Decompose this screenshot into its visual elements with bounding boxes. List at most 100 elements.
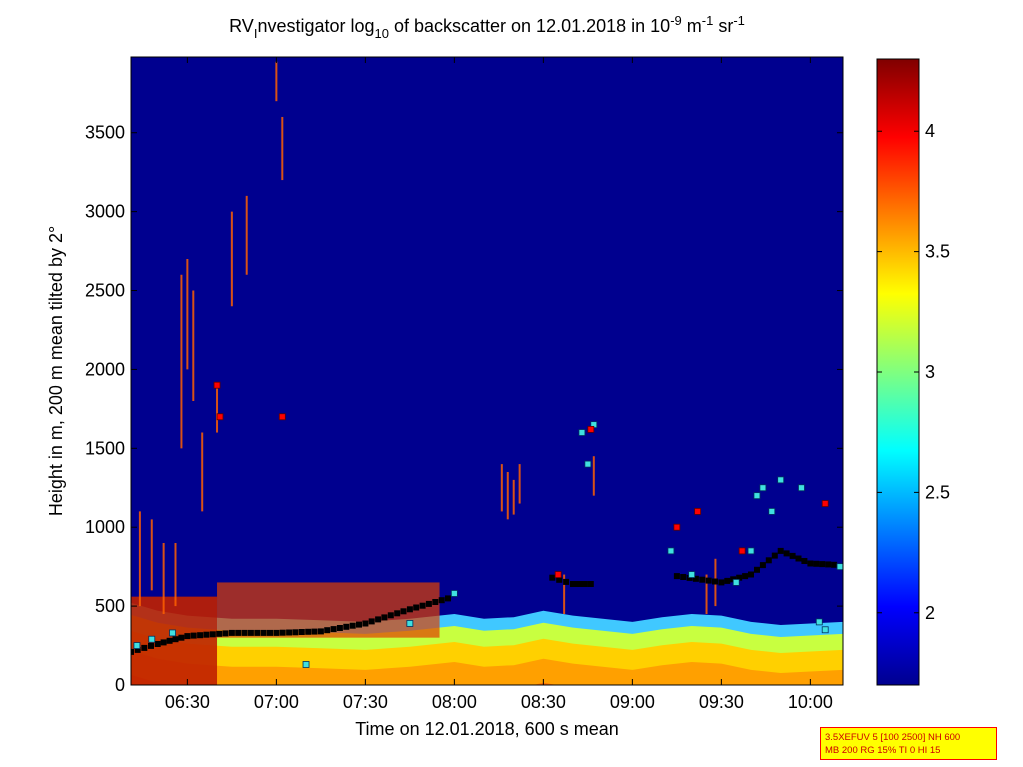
cloud-base-point bbox=[336, 625, 343, 631]
red-marker bbox=[738, 547, 746, 555]
cloud-base-point bbox=[432, 599, 439, 605]
cloud-base-point bbox=[362, 620, 369, 627]
x-tick-label: 06:30 bbox=[165, 692, 210, 712]
cyan-marker bbox=[815, 618, 823, 626]
cloud-base-point bbox=[556, 576, 563, 583]
cyan-marker bbox=[148, 635, 156, 643]
cyan-marker bbox=[578, 429, 586, 436]
red-marker bbox=[278, 413, 286, 421]
cloud-base-point bbox=[247, 629, 254, 636]
cloud-base-point bbox=[368, 618, 375, 625]
cloud-base-point bbox=[222, 630, 229, 637]
red-marker bbox=[554, 571, 562, 578]
cyan-marker bbox=[406, 620, 414, 627]
cloud-base-point bbox=[166, 637, 173, 644]
y-tick-label: 0 bbox=[115, 675, 125, 695]
cloud-base-point bbox=[254, 629, 261, 636]
cloud-base-point bbox=[692, 575, 699, 582]
cloud-base-point bbox=[305, 628, 312, 635]
cyan-marker bbox=[821, 626, 829, 634]
cloud-base-point bbox=[549, 574, 556, 581]
cloud-base-point bbox=[260, 629, 267, 636]
cyan-marker bbox=[302, 661, 310, 668]
cyan-marker bbox=[169, 629, 176, 637]
red-marker bbox=[213, 381, 221, 389]
boundary-layer-band bbox=[131, 650, 843, 685]
cloud-base-point bbox=[777, 547, 784, 554]
cloud-base-markers bbox=[131, 547, 838, 655]
y-axis-label: Height in m, 200 m mean tilted by 2° bbox=[46, 226, 66, 516]
cloud-base-point bbox=[375, 616, 382, 623]
colorbar-tick-label: 4 bbox=[925, 121, 935, 141]
cloud-base-point bbox=[160, 639, 167, 646]
cyan-marker bbox=[836, 563, 843, 571]
red-markers bbox=[213, 381, 829, 578]
cloud-base-point bbox=[736, 574, 743, 581]
cloud-base-point bbox=[330, 626, 337, 633]
info-line-1: 3.5XEFUV 5 [100 2500] NH 600 bbox=[825, 732, 961, 743]
cloud-base-point bbox=[184, 633, 191, 640]
plot-frame bbox=[130, 56, 844, 686]
cyan-marker bbox=[688, 571, 696, 578]
cloud-base-point bbox=[190, 632, 197, 639]
cyan-marker bbox=[747, 547, 755, 555]
x-tick-label: 09:30 bbox=[699, 692, 744, 712]
cloud-base-point bbox=[438, 597, 445, 604]
colorbar-gradient bbox=[876, 58, 920, 686]
cloud-base-point bbox=[148, 642, 154, 649]
cloud-base-point bbox=[298, 629, 305, 635]
cyan-marker bbox=[584, 460, 592, 468]
cloud-base-point bbox=[228, 629, 235, 636]
cloud-base-point bbox=[209, 631, 216, 638]
cloud-base-point bbox=[813, 560, 820, 567]
cloud-base-point bbox=[724, 577, 731, 584]
cloud-base-point bbox=[413, 604, 420, 611]
cloud-base-point bbox=[235, 629, 242, 636]
red-marker bbox=[673, 523, 681, 531]
y-axis-ticks: 0 500 1000 1500 2000 2500 3000 3500 bbox=[85, 123, 843, 695]
cloud-base-point bbox=[754, 566, 760, 573]
cloud-base-point bbox=[419, 602, 426, 609]
cloud-base-point bbox=[570, 581, 576, 587]
cyan-marker bbox=[667, 547, 675, 555]
x-tick-label: 07:30 bbox=[343, 692, 388, 712]
cloud-base-point bbox=[789, 552, 796, 559]
cloud-base-point bbox=[587, 581, 594, 587]
chart-title: RVInvestigator log10 of backscatter on 1… bbox=[229, 13, 745, 41]
cyan-marker bbox=[798, 484, 805, 492]
cloud-base-point bbox=[771, 552, 778, 559]
y-tick-label: 1500 bbox=[85, 438, 125, 458]
cyan-marker bbox=[732, 579, 740, 586]
cloud-base-point bbox=[241, 629, 248, 636]
x-tick-label: 10:00 bbox=[788, 692, 833, 712]
cloud-base-point bbox=[742, 573, 749, 580]
x-axis-ticks: 06:30 07:00 07:30 08:00 08:30 09:00 09:30 10:00 bbox=[165, 57, 833, 712]
cloud-base-point bbox=[343, 623, 350, 630]
cloud-base-point bbox=[356, 621, 362, 628]
cyan-marker bbox=[450, 590, 458, 597]
y-tick-label: 2500 bbox=[85, 281, 125, 301]
cloud-base-point bbox=[154, 641, 161, 647]
y-tick-label: 2000 bbox=[85, 359, 125, 379]
x-axis-label: Time on 12.01.2018, 600 s mean bbox=[355, 719, 619, 739]
info-line-2: MB 200 RG 15% TI 0 HI 15 bbox=[825, 745, 941, 756]
cyan-markers bbox=[133, 421, 843, 668]
y-tick-label: 1000 bbox=[85, 517, 125, 537]
colorbar-tick-label: 3 bbox=[925, 362, 935, 382]
x-tick-label: 07:00 bbox=[254, 692, 299, 712]
cloud-base-point bbox=[178, 634, 185, 641]
info-box: 3.5XEFUV 5 [100 2500] NH 600 MB 200 RG 1… bbox=[820, 727, 997, 760]
colorbar: 2 2.5 3 3.5 4 bbox=[876, 58, 950, 686]
cloud-base-point bbox=[825, 561, 832, 568]
cloud-base-point bbox=[311, 628, 318, 635]
cloud-base-point bbox=[286, 629, 293, 636]
red-marker bbox=[694, 508, 702, 515]
cloud-base-point bbox=[581, 581, 588, 587]
cloud-base-point bbox=[680, 574, 687, 580]
cloud-base-point bbox=[807, 560, 814, 567]
x-tick-label: 09:00 bbox=[610, 692, 655, 712]
cloud-base-point bbox=[273, 629, 280, 636]
colorbar-tick-label: 2 bbox=[925, 603, 935, 623]
y-tick-label: 500 bbox=[95, 596, 125, 616]
